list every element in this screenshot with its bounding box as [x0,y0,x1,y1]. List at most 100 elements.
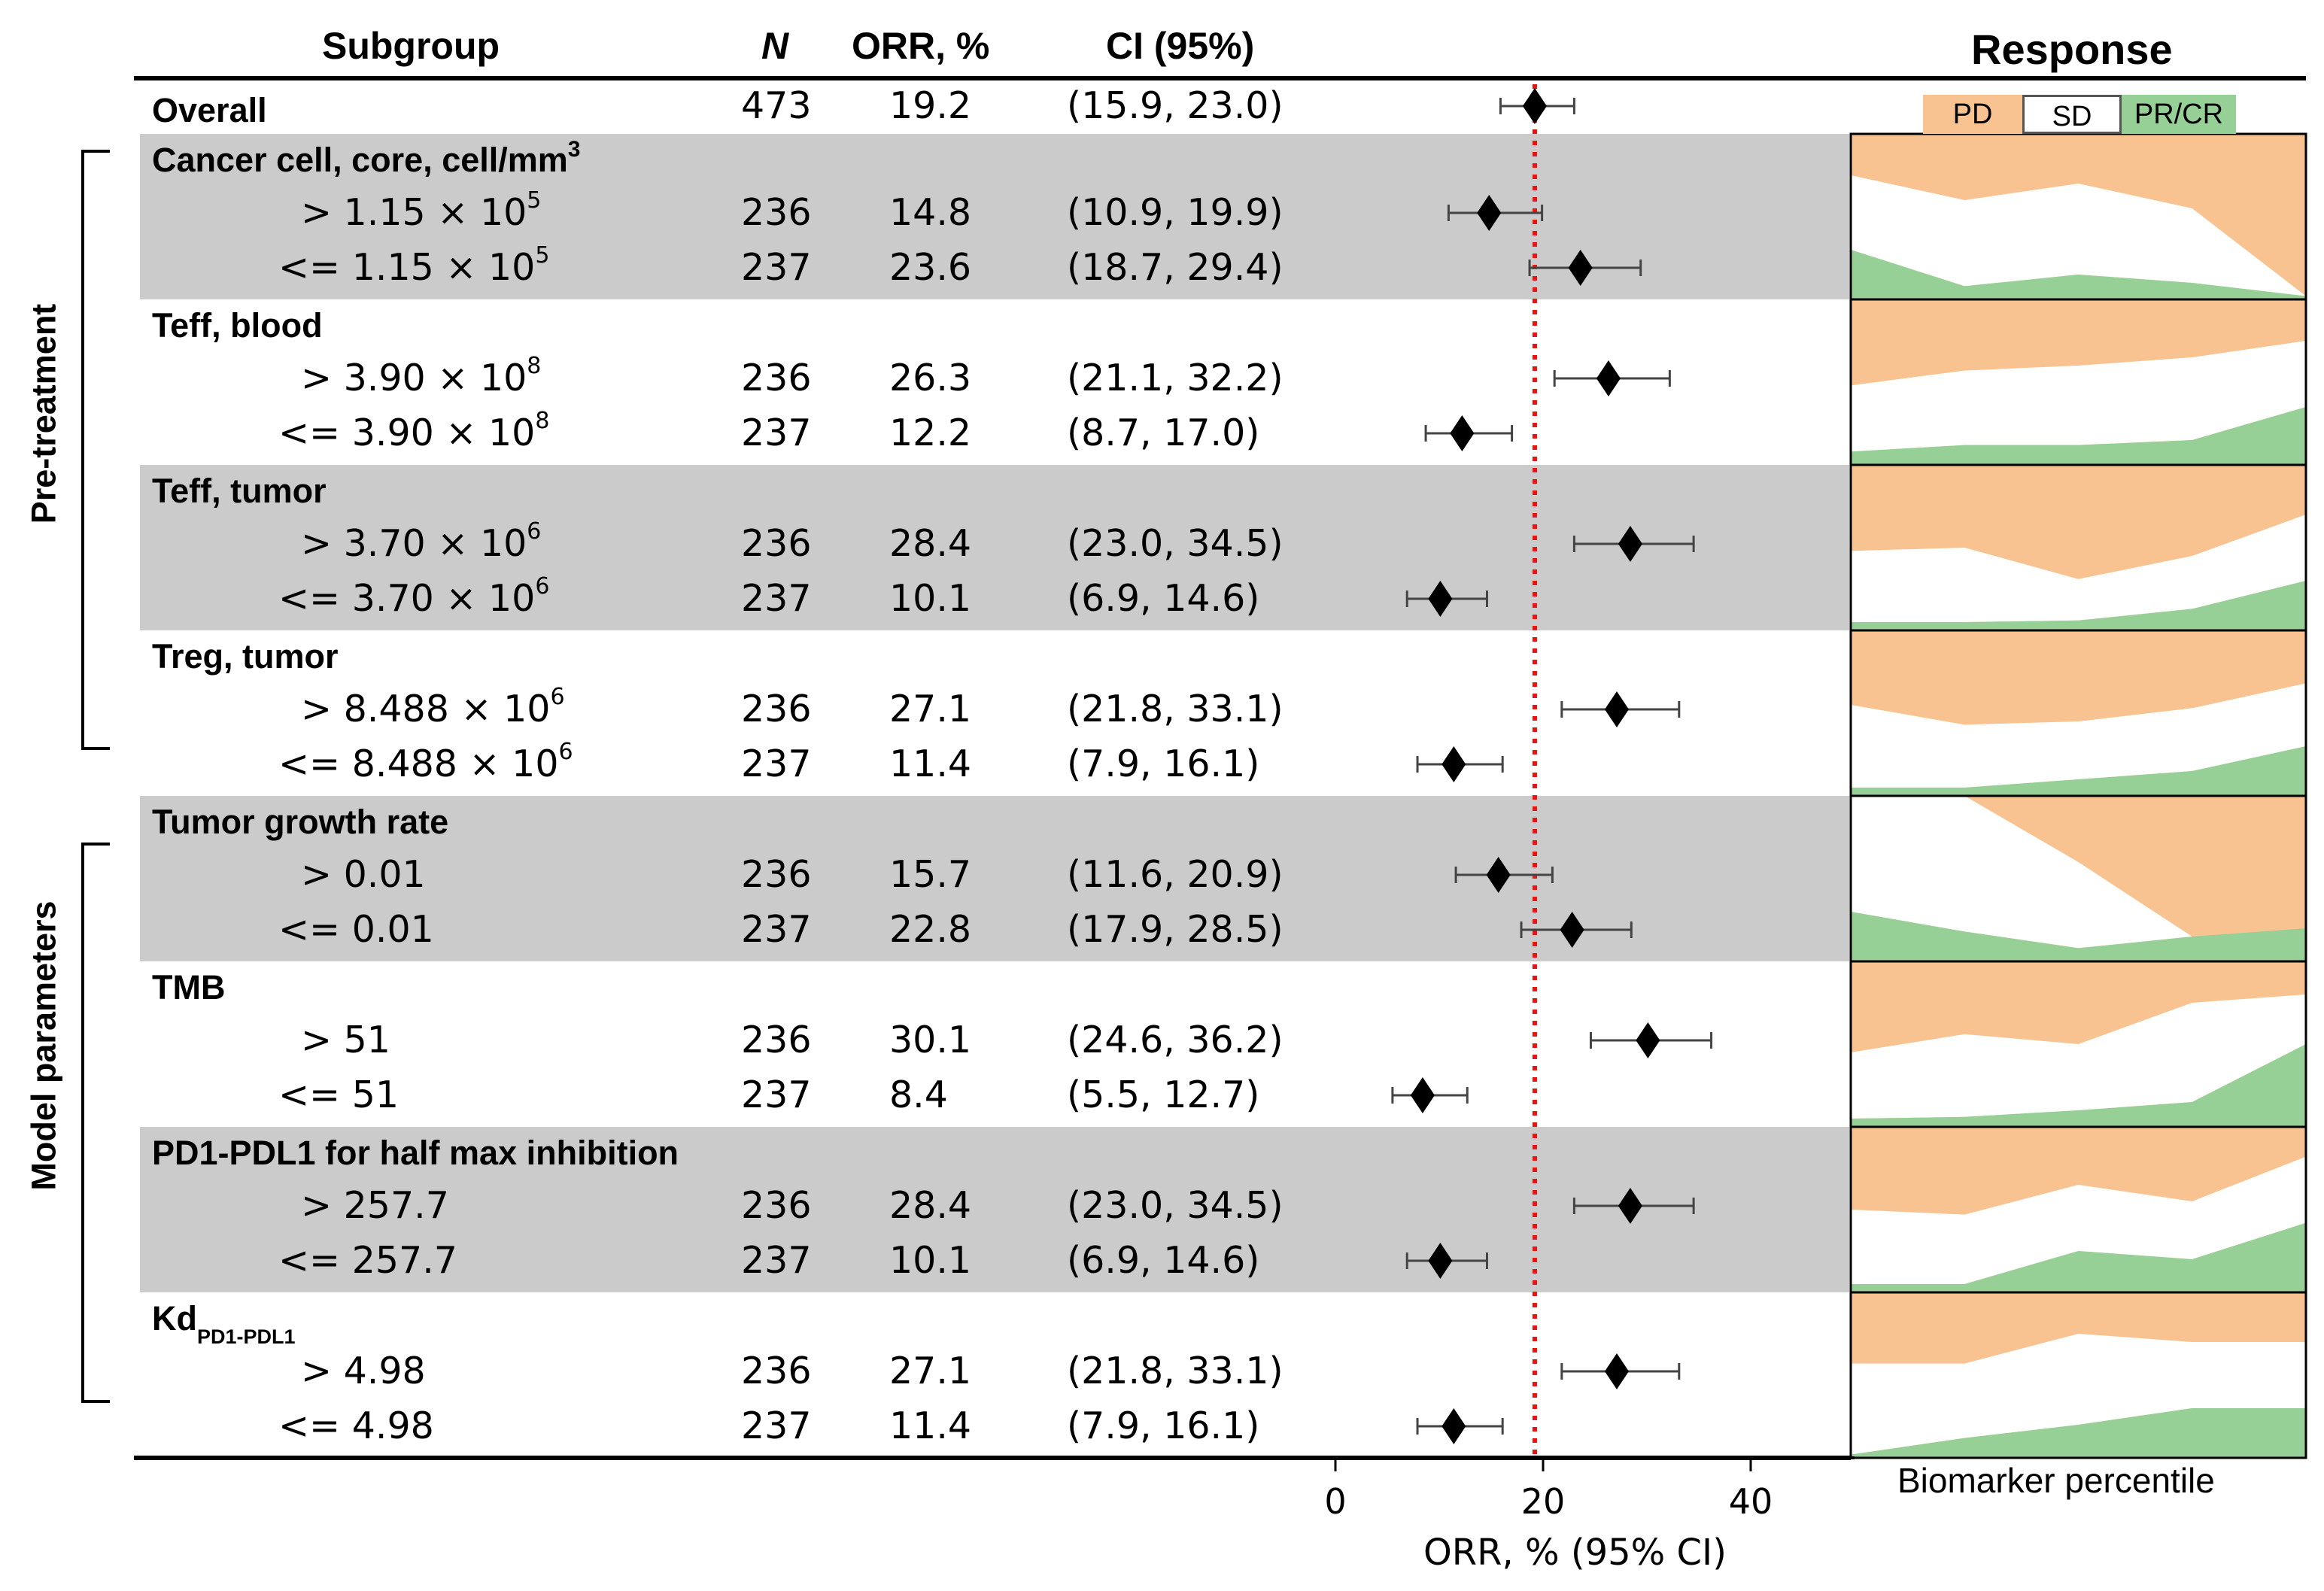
level-orr-2-lo: 10.1 [889,577,972,620]
response-panel-border-7 [1849,1291,2307,1459]
level-n-7-hi: 236 [741,1350,812,1392]
response-sd-area-1 [1851,341,2306,452]
level-label-0-lo: <= 1.15 × 105 [278,244,549,287]
level-label-sup: 6 [558,739,573,765]
level-ci-6-hi: (23.0, 34.5) [1067,1184,1284,1227]
level-n-2-lo: 237 [741,577,812,620]
level-n-4-hi: 236 [741,853,812,896]
orr-axis: 0 20 40 [1324,1456,1855,1522]
estimate-diamond-3 [1596,360,1621,396]
level-orr-1-lo: 12.2 [889,411,972,454]
level-ci-5-hi: (24.6, 36.2) [1067,1019,1284,1061]
header-subgroup: Subgroup [322,25,500,67]
level-label-6-hi: > 257.7 [301,1187,449,1224]
estimate-diamond-4 [1450,415,1475,451]
group-band-0 [140,134,1849,299]
group-band-2 [140,465,1849,630]
estimate-diamond-1 [1477,195,1502,231]
estimate-diamond-11 [1636,1022,1660,1058]
level-orr-2-hi: 28.4 [889,522,972,565]
level-label-5-hi: > 51 [301,1022,390,1058]
response-prcr-area-7 [1851,1408,2306,1458]
level-label-3-hi: > 8.488 × 106 [301,686,565,728]
level-label-7-hi: > 4.98 [301,1353,426,1389]
group-title-text: Tumor growth rate [152,803,449,841]
response-prcr-area-6 [1851,1222,2306,1292]
group-title-text: Cancer cell, core, cell/mm [152,141,568,179]
level-orr-1-hi: 26.3 [889,357,972,399]
level-ci-4-hi: (11.6, 20.9) [1067,853,1284,896]
estimate-diamond-0 [1522,88,1547,124]
level-label-sup: 6 [527,518,542,545]
response-sd-area-6 [1851,1156,2306,1284]
group-title-4: Tumor growth rate [152,805,448,839]
level-label-text: > 51 [301,1019,390,1061]
estimate-diamond-7 [1604,691,1629,727]
level-label-2-hi: > 3.70 × 106 [301,521,541,565]
level-ci-3-hi: (21.8, 33.1) [1067,688,1284,730]
level-ci-7-lo: (7.9, 16.1) [1067,1404,1260,1447]
level-label-text: > 0.01 [301,853,426,896]
level-label-text: > 3.70 × 10 [301,522,527,565]
level-n-6-hi: 236 [741,1184,812,1227]
level-label-text: <= 51 [278,1073,399,1116]
level-label-text: <= 8.488 × 10 [278,742,559,785]
legend-prcr: PR/CR [2122,95,2236,134]
estimate-diamond-15 [1604,1353,1629,1389]
forest-plot [1391,84,1713,1458]
level-ci-5-lo: (5.5, 12.7) [1067,1073,1260,1116]
response-xlabel: Biomarker percentile [1897,1461,2215,1500]
level-label-text: > 1.15 × 10 [301,191,527,234]
level-n-0-hi: 236 [741,191,812,234]
level-n-1-lo: 237 [741,411,812,454]
response-prcr-area-2 [1851,581,2306,630]
group-title-text: Teff, tumor [152,472,327,510]
group-title-text: TMB [152,968,226,1007]
level-label-3-lo: <= 8.488 × 106 [278,741,573,785]
estimate-diamond-14 [1428,1243,1453,1279]
group-title-sub: PD1-PDL1 [197,1325,296,1348]
header-response: Response [1971,26,2173,73]
response-sd-area-7 [1851,1334,2306,1455]
level-ci-0-hi: (10.9, 19.9) [1067,191,1284,234]
level-n-2-hi: 236 [741,522,812,565]
group-title-text: Teff, blood [152,306,323,345]
header-n: N [761,25,789,67]
level-label-text: <= 0.01 [278,908,434,951]
response-sd-area-0 [1851,175,2306,296]
estimate-diamond-12 [1410,1077,1435,1113]
header-ci: CI (95%) [1106,25,1255,67]
estimate-diamond-16 [1441,1408,1466,1444]
group-title-1: Teff, blood [152,308,323,342]
level-ci-0-lo: (18.7, 29.4) [1067,246,1284,289]
group-title-5: TMB [152,970,225,1004]
level-orr-4-lo: 22.8 [889,908,972,951]
estimate-diamond-13 [1618,1188,1642,1224]
level-label-1-lo: <= 3.90 × 108 [278,410,549,454]
overall-orr: 19.2 [889,84,972,127]
group-title-text: Treg, tumor [152,637,339,676]
level-label-sup: 8 [527,353,542,379]
group-band-6 [140,1127,1849,1292]
level-n-0-lo: 237 [741,246,812,289]
level-label-text: <= 3.90 × 10 [278,411,536,454]
axis-xlabel: ORR, % (95% CI) [1423,1532,1727,1574]
header-orr: ORR, % [852,25,990,67]
level-ci-1-hi: (21.1, 32.2) [1067,357,1284,399]
group-title-text: Kd [152,1299,197,1337]
response-prcr-area-4 [1851,912,2306,961]
level-label-5-lo: <= 51 [278,1076,399,1113]
overall-n: 473 [741,84,812,127]
level-label-sup: 6 [550,684,565,710]
response-sd-area-2 [1851,515,2306,622]
level-label-sup: 8 [535,408,550,434]
level-n-4-lo: 237 [741,908,812,951]
response-sd-area-4 [1851,796,2306,949]
level-label-text: <= 3.70 × 10 [278,577,536,620]
estimate-diamond-8 [1441,746,1466,782]
level-ci-2-lo: (6.9, 14.6) [1067,577,1260,620]
estimate-diamond-2 [1568,250,1593,286]
group-title-text: PD1-PDL1 for half max inhibition [152,1134,679,1172]
level-ci-7-hi: (21.8, 33.1) [1067,1350,1284,1392]
